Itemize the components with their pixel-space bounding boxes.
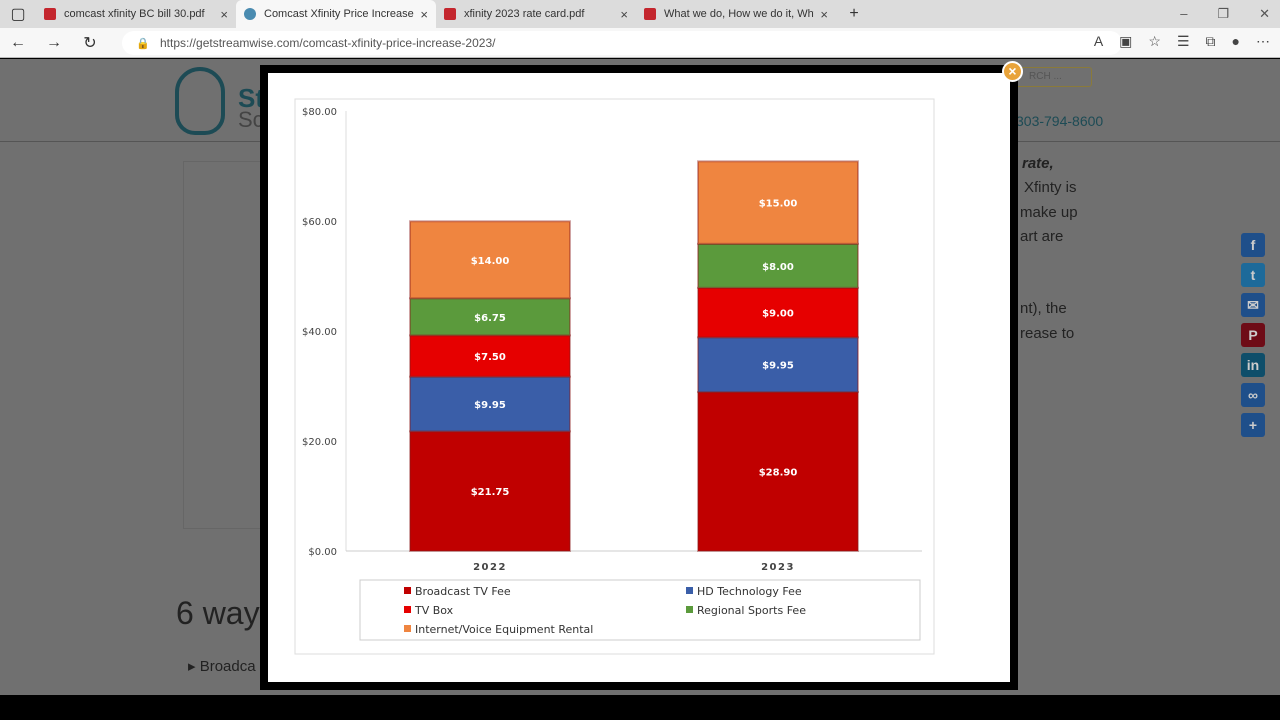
legend-swatch [404, 625, 411, 632]
legend-label: Regional Sports Fee [697, 604, 806, 617]
data-label: $9.95 [762, 361, 794, 372]
legend-label: HD Technology Fee [697, 585, 802, 598]
background-chart-thumbnail [183, 161, 263, 529]
lightbox-close-button[interactable]: × [1002, 61, 1023, 82]
data-label: $21.75 [471, 487, 510, 498]
new-tab-button[interactable]: + [849, 5, 859, 22]
immersive-reader-icon[interactable]: ▣ [1119, 33, 1133, 49]
url-input[interactable]: 🔒 https://getstreamwise.com/comcast-xfini… [122, 31, 1122, 55]
close-tab-icon[interactable]: × [420, 6, 428, 22]
bar-segment [697, 391, 859, 552]
bar-segment [697, 242, 859, 289]
close-tab-icon[interactable]: × [220, 6, 228, 22]
close-tab-icon[interactable]: × [620, 6, 628, 22]
phone-link[interactable]: 303-794-8600 [1016, 113, 1104, 129]
back-icon[interactable]: ← [10, 33, 26, 51]
read-aloud-icon[interactable]: A [1093, 33, 1104, 49]
facebook-share-icon[interactable]: f [1241, 233, 1265, 257]
legend-swatch [686, 606, 693, 613]
logo-text: St [238, 83, 264, 113]
data-label: $9.95 [474, 400, 506, 411]
article-text: rate, [1022, 155, 1054, 172]
close-window-icon[interactable]: ✕ [1259, 6, 1270, 21]
tab-bar: ▢ comcast xfinity BC bill 30.pdf × Comcast… [0, 0, 1280, 28]
bar-segment [409, 220, 571, 300]
article-text: make up [1020, 204, 1078, 221]
email-share-icon[interactable]: ✉ [1241, 293, 1265, 317]
bar-segment [409, 297, 571, 337]
y-tick-label: $60.00 [302, 217, 337, 228]
url-text: https://getstreamwise.com/comcast-xfinit… [160, 36, 496, 50]
twitter-share-icon[interactable]: t [1241, 263, 1265, 287]
bar-segment [409, 375, 571, 433]
bar-segment [697, 160, 859, 245]
copy-link-share-icon[interactable]: ∞ [1241, 383, 1265, 407]
article-text: art are [1020, 228, 1064, 245]
pinterest-share-icon[interactable]: P [1241, 323, 1265, 347]
restore-icon[interactable]: ❐ [1217, 6, 1230, 21]
legend-label: Broadcast TV Fee [415, 585, 511, 598]
tab-label: What we do, How we do it, Why [664, 8, 815, 20]
tab-label: xfinity 2023 rate card.pdf [464, 8, 585, 20]
legend-box [359, 579, 921, 641]
bar-segment [409, 430, 571, 552]
tab-label: Comcast Xfinity Price Increase fo [264, 8, 415, 20]
article-text: nt), the [1020, 300, 1067, 317]
logo-text: Sc [238, 107, 264, 132]
add-favorite-icon[interactable]: ☆ [1148, 33, 1161, 49]
address-bar-row: ← → ↻ 🔒 https://getstreamwise.com/comcast… [0, 28, 1280, 58]
tab[interactable]: xfinity 2023 rate card.pdf × [436, 0, 636, 28]
data-label: $14.00 [471, 256, 510, 267]
section-heading: 6 way [176, 595, 260, 631]
accordion-item[interactable]: ▸ Broadca [188, 658, 256, 675]
data-label: $9.00 [762, 309, 794, 320]
more-menu-icon[interactable]: ⋯ [1256, 33, 1270, 49]
minimize-icon[interactable]: – [1180, 6, 1188, 21]
tab-actions-icon[interactable]: ▢ [10, 6, 26, 23]
legend-swatch [404, 606, 411, 613]
stacked-bar-chart: $0.00 $20.00 $40.00 $60.00 $80.00 $21.75 $9.95… [294, 98, 935, 655]
article-text: rease to [1020, 325, 1075, 342]
lightbox: $0.00 $20.00 $40.00 $60.00 $80.00 $21.75 $9.95… [260, 65, 1018, 690]
legend-swatch [404, 587, 411, 594]
site-icon [244, 8, 256, 20]
y-tick-label: $80.00 [302, 107, 337, 118]
pdf-icon [444, 8, 456, 20]
data-label: $8.00 [762, 262, 794, 273]
bar-segment [409, 334, 571, 378]
y-tick-label: $40.00 [302, 327, 337, 338]
y-tick-label: $0.00 [308, 547, 337, 558]
legend-label: Internet/Voice Equipment Rental [415, 623, 593, 636]
refresh-icon[interactable]: ↻ [83, 34, 97, 52]
owl-logo [175, 67, 225, 135]
lock-icon: 🔒 [136, 37, 150, 50]
data-label: $15.00 [759, 199, 798, 210]
x-tick-label: 2022 [473, 562, 507, 573]
tab[interactable]: What we do, How we do it, Why × [636, 0, 836, 28]
collections-icon[interactable]: ⧉ [1205, 33, 1216, 49]
legend-label: TV Box [414, 604, 454, 617]
tab[interactable]: Comcast Xfinity Price Increase fo × [236, 0, 436, 28]
pdf-icon [44, 8, 56, 20]
y-tick-label: $20.00 [302, 437, 337, 448]
pdf-icon [644, 8, 656, 20]
forward-icon[interactable]: → [46, 33, 62, 51]
profile-avatar[interactable]: ● [1231, 33, 1240, 49]
favorites-icon[interactable]: ☰ [1176, 33, 1190, 49]
linkedin-share-icon[interactable]: in [1241, 353, 1265, 377]
bottom-bar [0, 695, 1280, 720]
data-label: $28.90 [759, 468, 798, 479]
close-tab-icon[interactable]: × [820, 6, 828, 22]
x-tick-label: 2023 [761, 562, 795, 573]
article-text: Xfinty is [1024, 179, 1077, 196]
legend-swatch [686, 587, 693, 594]
bar-segment [697, 336, 859, 394]
more-share-icon[interactable]: + [1241, 413, 1265, 437]
accordion-label: Broadca [199, 658, 256, 675]
tab-label: comcast xfinity BC bill 30.pdf [64, 8, 205, 20]
data-label: $6.75 [474, 313, 506, 324]
data-label: $7.50 [474, 352, 506, 363]
tab[interactable]: comcast xfinity BC bill 30.pdf × [36, 0, 236, 28]
